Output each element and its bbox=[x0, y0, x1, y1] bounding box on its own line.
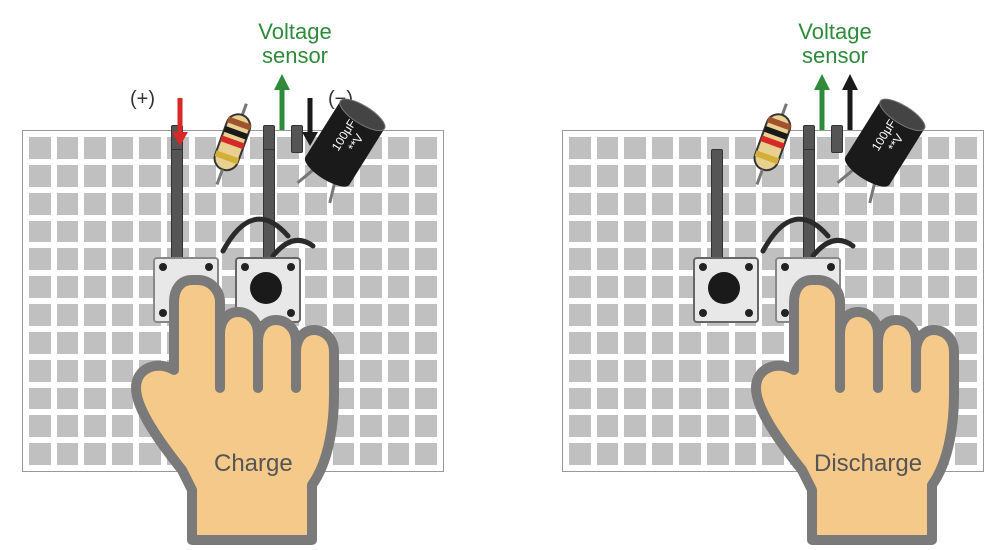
plus-label: (+) bbox=[130, 88, 155, 111]
charge-panel: Voltage sensor (+) (−) bbox=[22, 20, 442, 520]
red-arrow-down bbox=[170, 98, 190, 148]
resistor bbox=[741, 101, 801, 191]
charge-label: Charge bbox=[214, 450, 293, 478]
hand-icon bbox=[722, 260, 982, 550]
black-arrow-down bbox=[300, 98, 320, 148]
resistor bbox=[201, 101, 261, 191]
black-arrow-up bbox=[840, 74, 860, 130]
green-arrow-up bbox=[272, 74, 292, 130]
discharge-label: Discharge bbox=[814, 450, 922, 478]
voltage-sensor-label: Voltage sensor bbox=[240, 20, 350, 68]
hand-icon bbox=[102, 260, 362, 550]
wire-vertical bbox=[711, 149, 723, 261]
green-arrow-up bbox=[812, 74, 832, 130]
wire-vertical bbox=[171, 149, 183, 261]
discharge-panel: Voltage sensor bbox=[562, 20, 982, 520]
voltage-sensor-label: Voltage sensor bbox=[780, 20, 890, 68]
